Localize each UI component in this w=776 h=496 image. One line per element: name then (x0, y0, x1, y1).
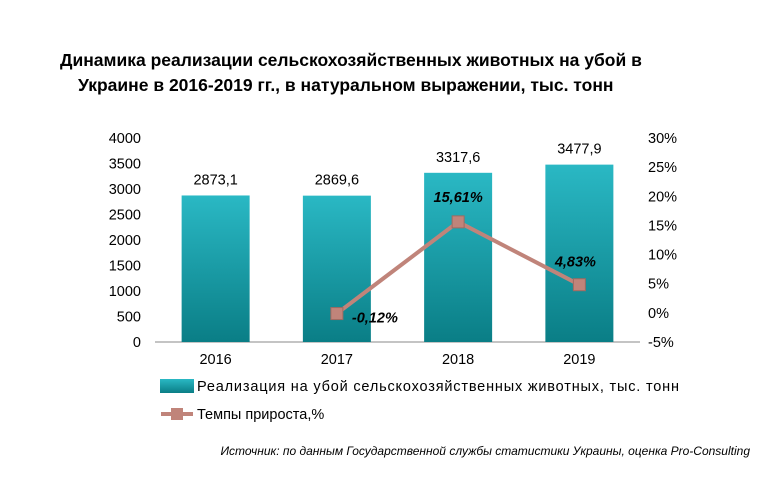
y-right-tick-label: 5% (648, 277, 669, 293)
bar-value-label: 3477,9 (557, 142, 601, 158)
x-tick-label: 2019 (563, 352, 595, 368)
x-tick-label: 2016 (199, 352, 231, 368)
x-tick-label: 2017 (321, 352, 353, 368)
y-left-tick-label: 3000 (109, 182, 141, 198)
source-note: Источник: по данным Государственной служ… (220, 444, 750, 458)
y-right-tick-label: 10% (648, 248, 677, 264)
chart-title-line2: Украине в 2016-2019 гг., в натуральном в… (78, 75, 614, 95)
y-left-tick-label: 1500 (109, 259, 141, 275)
legend-bar-swatch (160, 379, 194, 393)
y-right-tick-label: 0% (648, 306, 669, 322)
y-right-tick-label: 20% (648, 189, 677, 205)
bar-value-label: 3317,6 (436, 150, 480, 166)
growth-marker (572, 278, 586, 292)
y-left-tick-label: 500 (117, 310, 141, 326)
legend-bar-label: Реализация на убой сельскохозяйственных … (197, 379, 679, 395)
y-right-tick-label: 25% (648, 160, 677, 176)
chart-title: Динамика реализации сельскохозяйственных… (60, 48, 740, 98)
bar-value-label: 2869,6 (315, 173, 359, 189)
growth-marker (451, 215, 465, 229)
bar (424, 172, 493, 342)
legend-line-label: Темпы прироста,% (197, 407, 324, 423)
y-right-tick-label: 15% (648, 218, 677, 234)
y-left-tick-label: 4000 (109, 131, 141, 147)
growth-marker (330, 307, 344, 321)
y-left-tick-label: 0 (133, 335, 141, 351)
x-tick-label: 2018 (442, 352, 474, 368)
y-right-tick-label: 30% (648, 131, 677, 147)
bar (545, 164, 614, 342)
y-left-tick-label: 1000 (109, 284, 141, 300)
y-left-tick-label: 2500 (109, 208, 141, 224)
chart-title-line1: Динамика реализации сельскохозяйственных… (60, 50, 642, 70)
y-right-tick-label: -5% (648, 335, 674, 351)
legend-line-marker (171, 408, 183, 420)
growth-value-label: 15,61% (434, 190, 483, 206)
y-left-tick-label: 2000 (109, 233, 141, 249)
growth-value-label: 4,83% (554, 255, 596, 271)
y-left-tick-label: 3500 (109, 157, 141, 173)
bar (181, 195, 250, 342)
bar-value-label: 2873,1 (193, 172, 237, 188)
growth-value-label: -0,12% (352, 311, 398, 327)
